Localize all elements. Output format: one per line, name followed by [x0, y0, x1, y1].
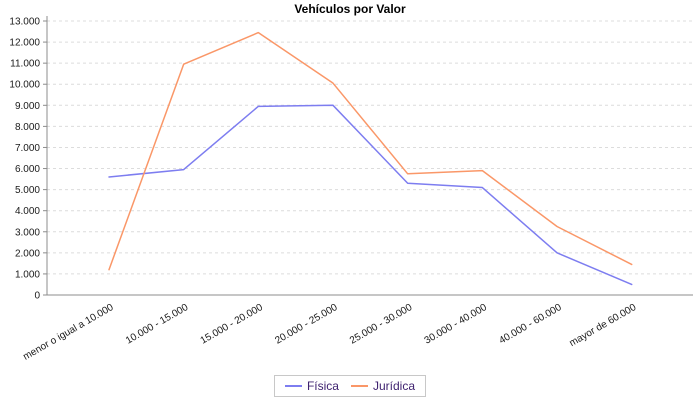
- series-line-fsica: [108, 104, 633, 286]
- y-tick-label: 0: [34, 291, 40, 302]
- x-category-label: 20.000 - 25.000: [273, 302, 340, 347]
- y-tick-label: 5.000: [15, 185, 40, 196]
- legend-item-juridica: Jurídica: [350, 379, 416, 393]
- chart-title: Vehículos por Valor: [294, 2, 406, 16]
- x-category-label: 40.000 - 60.000: [497, 302, 564, 347]
- plot-area: 0 1.000 2.000 3.000 4.000 5.000 6.000 7.000 8.00…: [9, 16, 693, 363]
- series-line-jurdica: [108, 31, 633, 271]
- y-tick-label: 2.000: [15, 248, 40, 259]
- y-tick-label: 4.000: [15, 206, 40, 217]
- legend-label-juridica: Jurídica: [372, 379, 416, 393]
- juridica-line-swatch-icon: [350, 385, 368, 387]
- x-category-label: menor o igual a 10.000: [21, 302, 115, 363]
- x-category-label: 10.000 - 15.000: [124, 302, 191, 347]
- y-tick-label: 13.000: [9, 17, 40, 28]
- y-tick-label: 3.000: [15, 227, 40, 238]
- y-tick-label: 11.000: [10, 59, 40, 70]
- y-tick-label: 6.000: [15, 164, 40, 175]
- x-category-label: mayor de 60.000: [568, 302, 639, 349]
- legend-item-fisica: Física: [284, 379, 339, 393]
- x-category-label: 25.000 - 30.000: [348, 302, 415, 347]
- y-tick-label: 7.000: [15, 143, 40, 154]
- legend-label-fisica: Física: [306, 379, 339, 393]
- legend-box: Física Jurídica: [273, 375, 427, 397]
- y-tick-label: 8.000: [15, 122, 40, 133]
- y-tick-label: 12.000: [9, 38, 40, 49]
- fisica-line-swatch-icon: [284, 385, 302, 387]
- y-tick-label: 10.000: [9, 80, 40, 91]
- chart-legend: Física Jurídica: [0, 375, 700, 397]
- x-category-label: 30.000 - 40.000: [423, 302, 490, 347]
- y-tick-label: 1.000: [15, 269, 40, 280]
- y-tick-label: 9.000: [15, 101, 40, 112]
- x-category-label: 15.000 - 20.000: [199, 302, 266, 347]
